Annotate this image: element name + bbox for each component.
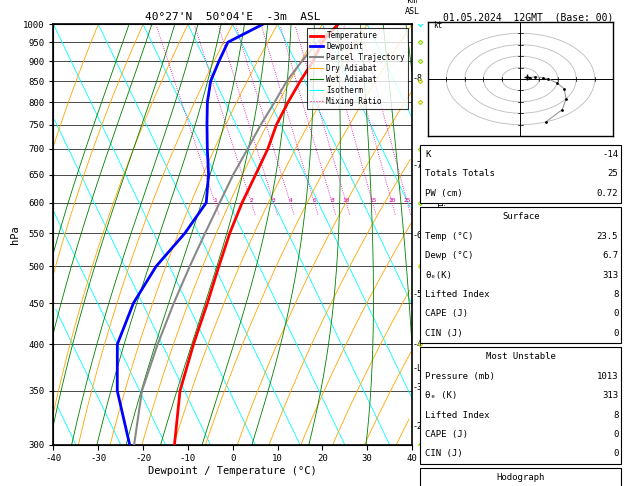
Text: K: K bbox=[425, 150, 431, 159]
Text: -14: -14 bbox=[602, 150, 618, 159]
Text: 8: 8 bbox=[330, 198, 334, 203]
Text: 01.05.2024  12GMT  (Base: 00): 01.05.2024 12GMT (Base: 00) bbox=[443, 12, 613, 22]
Text: Totals Totals: Totals Totals bbox=[425, 170, 495, 178]
Text: -2: -2 bbox=[413, 422, 423, 431]
Text: Most Unstable: Most Unstable bbox=[486, 352, 556, 361]
Text: km
ASL: km ASL bbox=[404, 0, 420, 16]
Text: 25: 25 bbox=[608, 170, 618, 178]
Text: Surface: Surface bbox=[502, 212, 540, 221]
Text: Dewp (°C): Dewp (°C) bbox=[425, 251, 474, 260]
Legend: Temperature, Dewpoint, Parcel Trajectory, Dry Adiabat, Wet Adiabat, Isotherm, Mi: Temperature, Dewpoint, Parcel Trajectory… bbox=[306, 28, 408, 109]
Text: 1: 1 bbox=[213, 198, 217, 203]
Text: -LCL: -LCL bbox=[413, 364, 433, 373]
Text: 15: 15 bbox=[369, 198, 376, 203]
Text: 8: 8 bbox=[613, 290, 618, 299]
Text: CIN (J): CIN (J) bbox=[425, 329, 463, 338]
Text: 20: 20 bbox=[388, 198, 396, 203]
Text: CIN (J): CIN (J) bbox=[425, 450, 463, 458]
Text: 4: 4 bbox=[288, 198, 292, 203]
Title: 40°27'N  50°04'E  -3m  ASL: 40°27'N 50°04'E -3m ASL bbox=[145, 12, 321, 22]
Text: Lifted Index: Lifted Index bbox=[425, 290, 490, 299]
Text: Temp (°C): Temp (°C) bbox=[425, 232, 474, 241]
Text: -7: -7 bbox=[413, 161, 423, 171]
Text: Mixing Ratio (g/kg): Mixing Ratio (g/kg) bbox=[435, 187, 444, 282]
Text: -6: -6 bbox=[413, 231, 423, 241]
Text: CAPE (J): CAPE (J) bbox=[425, 310, 468, 318]
Text: 1013: 1013 bbox=[597, 372, 618, 381]
Text: θₑ (K): θₑ (K) bbox=[425, 391, 457, 400]
Text: 0: 0 bbox=[613, 310, 618, 318]
Text: 313: 313 bbox=[602, 271, 618, 279]
Text: 6.7: 6.7 bbox=[602, 251, 618, 260]
Text: 6: 6 bbox=[313, 198, 316, 203]
Text: Hodograph: Hodograph bbox=[497, 473, 545, 482]
Text: -3: -3 bbox=[413, 383, 423, 392]
Text: 0: 0 bbox=[613, 450, 618, 458]
Text: 10: 10 bbox=[342, 198, 350, 203]
Text: θₑ(K): θₑ(K) bbox=[425, 271, 452, 279]
Text: -8: -8 bbox=[413, 73, 423, 83]
Text: 0.72: 0.72 bbox=[597, 189, 618, 198]
X-axis label: Dewpoint / Temperature (°C): Dewpoint / Temperature (°C) bbox=[148, 466, 317, 476]
Text: kt: kt bbox=[433, 20, 443, 30]
Y-axis label: hPa: hPa bbox=[10, 225, 20, 244]
Text: 23.5: 23.5 bbox=[597, 232, 618, 241]
Text: 313: 313 bbox=[602, 391, 618, 400]
Text: 8: 8 bbox=[613, 411, 618, 419]
Text: 2: 2 bbox=[249, 198, 253, 203]
Text: -5: -5 bbox=[413, 290, 423, 299]
Text: PW (cm): PW (cm) bbox=[425, 189, 463, 198]
Text: 3: 3 bbox=[272, 198, 276, 203]
Text: 0: 0 bbox=[613, 430, 618, 439]
Text: 0: 0 bbox=[613, 329, 618, 338]
Text: Pressure (mb): Pressure (mb) bbox=[425, 372, 495, 381]
Text: 25: 25 bbox=[404, 198, 411, 203]
Text: Lifted Index: Lifted Index bbox=[425, 411, 490, 419]
Text: -4: -4 bbox=[413, 340, 423, 349]
Text: © weatheronline.co.uk: © weatheronline.co.uk bbox=[472, 471, 569, 480]
Text: CAPE (J): CAPE (J) bbox=[425, 430, 468, 439]
